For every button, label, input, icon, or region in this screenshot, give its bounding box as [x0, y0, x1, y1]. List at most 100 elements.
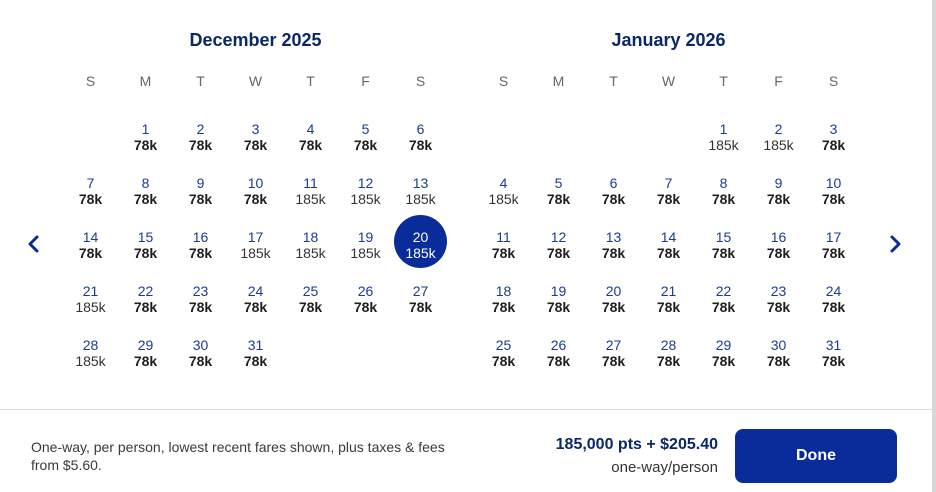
day-cell[interactable]: 9 78k — [173, 174, 228, 220]
day-number: 11 — [496, 229, 511, 245]
day-cell[interactable]: 3 78k — [228, 120, 283, 166]
day-cell[interactable]: 12 78k — [531, 228, 586, 274]
day-cell[interactable]: 5 78k — [531, 174, 586, 220]
day-cell[interactable]: 1 78k — [118, 120, 173, 166]
day-fare: 78k — [766, 245, 791, 261]
day-cell[interactable]: 27 78k — [586, 336, 641, 382]
day-cell[interactable]: 14 78k — [641, 228, 696, 274]
day-cell[interactable]: 9 78k — [751, 174, 806, 220]
weekday-label: S — [498, 73, 509, 89]
weekday-label: W — [248, 73, 263, 89]
day-cell[interactable]: 21 185k — [63, 282, 118, 328]
day-cell[interactable]: 15 78k — [696, 228, 751, 274]
day-number: 12 — [357, 175, 374, 191]
day-number: 13 — [605, 229, 622, 245]
day-number: 25 — [495, 337, 512, 353]
day-cell[interactable]: 8 78k — [118, 174, 173, 220]
day-cell[interactable]: 19 185k — [338, 228, 393, 274]
day-cell[interactable]: 3 78k — [806, 120, 861, 166]
day-cell[interactable]: 16 78k — [751, 228, 806, 274]
weekday-label: F — [361, 73, 370, 89]
day-cell[interactable]: 22 78k — [696, 282, 751, 328]
day-cell[interactable]: 6 78k — [393, 120, 448, 166]
day-number: 26 — [550, 337, 567, 353]
day-number: 23 — [192, 283, 209, 299]
fare-note: one-way/person — [611, 459, 718, 476]
day-cell[interactable]: 30 78k — [751, 336, 806, 382]
day-cell[interactable]: 27 78k — [393, 282, 448, 328]
day-cell[interactable]: 30 78k — [173, 336, 228, 382]
day-cell[interactable]: 15 78k — [118, 228, 173, 274]
selected-fare-price: 185,000 pts + $205.40 — [555, 436, 718, 453]
day-cell[interactable]: 26 78k — [338, 282, 393, 328]
weekday-label: T — [609, 73, 618, 89]
day-cell[interactable]: 10 78k — [806, 174, 861, 220]
day-cell[interactable]: 28 185k — [63, 336, 118, 382]
day-cell[interactable]: 1 185k — [696, 120, 751, 166]
day-cell[interactable]: 20 78k — [586, 282, 641, 328]
prev-month-button[interactable] — [20, 230, 48, 258]
day-cell[interactable]: 29 78k — [696, 336, 751, 382]
day-number: 9 — [774, 175, 783, 191]
day-number: 31 — [247, 337, 264, 353]
day-cell[interactable]: 25 78k — [476, 336, 531, 382]
day-cell[interactable]: 2 78k — [173, 120, 228, 166]
day-cell[interactable]: 8 78k — [696, 174, 751, 220]
day-fare: 78k — [711, 299, 736, 315]
day-cell[interactable]: 21 78k — [641, 282, 696, 328]
day-cell[interactable]: 12 185k — [338, 174, 393, 220]
day-cell[interactable]: 22 78k — [118, 282, 173, 328]
day-number: 10 — [825, 175, 842, 191]
day-cell[interactable]: 13 185k — [393, 174, 448, 220]
day-cell[interactable]: 17 185k — [228, 228, 283, 274]
day-cell-selected[interactable]: 20 185k — [393, 215, 448, 274]
fare-summary: 185,000 pts + $205.40 one-way/person — [556, 435, 718, 479]
day-number: 3 — [829, 121, 838, 137]
next-month-button[interactable] — [881, 230, 909, 258]
day-cell[interactable]: 7 78k — [63, 174, 118, 220]
day-number: 4 — [499, 175, 508, 191]
day-fare: 78k — [711, 245, 736, 261]
day-cell[interactable]: 24 78k — [806, 282, 861, 328]
day-cell[interactable]: 18 78k — [476, 282, 531, 328]
day-cell[interactable]: 5 78k — [338, 120, 393, 166]
day-cell[interactable]: 7 78k — [641, 174, 696, 220]
day-cell[interactable]: 4 78k — [283, 120, 338, 166]
day-fare: 78k — [491, 245, 516, 261]
day-cell[interactable]: 18 185k — [283, 228, 338, 274]
day-cell[interactable]: 28 78k — [641, 336, 696, 382]
day-cell[interactable]: 16 78k — [173, 228, 228, 274]
day-cell[interactable]: 10 78k — [228, 174, 283, 220]
day-cell[interactable]: 11 185k — [283, 174, 338, 220]
day-fare: 185k — [405, 245, 436, 261]
day-cell[interactable]: 31 78k — [806, 336, 861, 382]
day-fare: 78k — [353, 137, 378, 153]
weekday-label: F — [774, 73, 783, 89]
scrollbar[interactable] — [932, 0, 936, 492]
day-cell[interactable]: 14 78k — [63, 228, 118, 274]
day-fare: 78k — [133, 245, 158, 261]
day-cell[interactable]: 23 78k — [173, 282, 228, 328]
day-number: 20 — [412, 229, 429, 245]
day-cell[interactable]: 19 78k — [531, 282, 586, 328]
done-button[interactable]: Done — [735, 429, 897, 483]
day-cell[interactable]: 2 185k — [751, 120, 806, 166]
day-cell[interactable]: 23 78k — [751, 282, 806, 328]
day-number: 12 — [550, 229, 567, 245]
day-cell[interactable]: 31 78k — [228, 336, 283, 382]
day-cell[interactable]: 6 78k — [586, 174, 641, 220]
day-fare: 78k — [243, 137, 268, 153]
day-fare: 78k — [546, 191, 571, 207]
month-title: January 2026 — [611, 30, 726, 50]
day-fare: 78k — [78, 245, 103, 261]
day-cell[interactable]: 25 78k — [283, 282, 338, 328]
day-cell[interactable]: 11 78k — [476, 228, 531, 274]
day-number: 11 — [303, 175, 318, 191]
day-cell[interactable]: 17 78k — [806, 228, 861, 274]
day-cell[interactable]: 13 78k — [586, 228, 641, 274]
day-cell[interactable]: 29 78k — [118, 336, 173, 382]
day-cell[interactable]: 4 185k — [476, 174, 531, 220]
day-cell[interactable]: 24 78k — [228, 282, 283, 328]
day-cell[interactable]: 26 78k — [531, 336, 586, 382]
day-fare: 78k — [601, 245, 626, 261]
